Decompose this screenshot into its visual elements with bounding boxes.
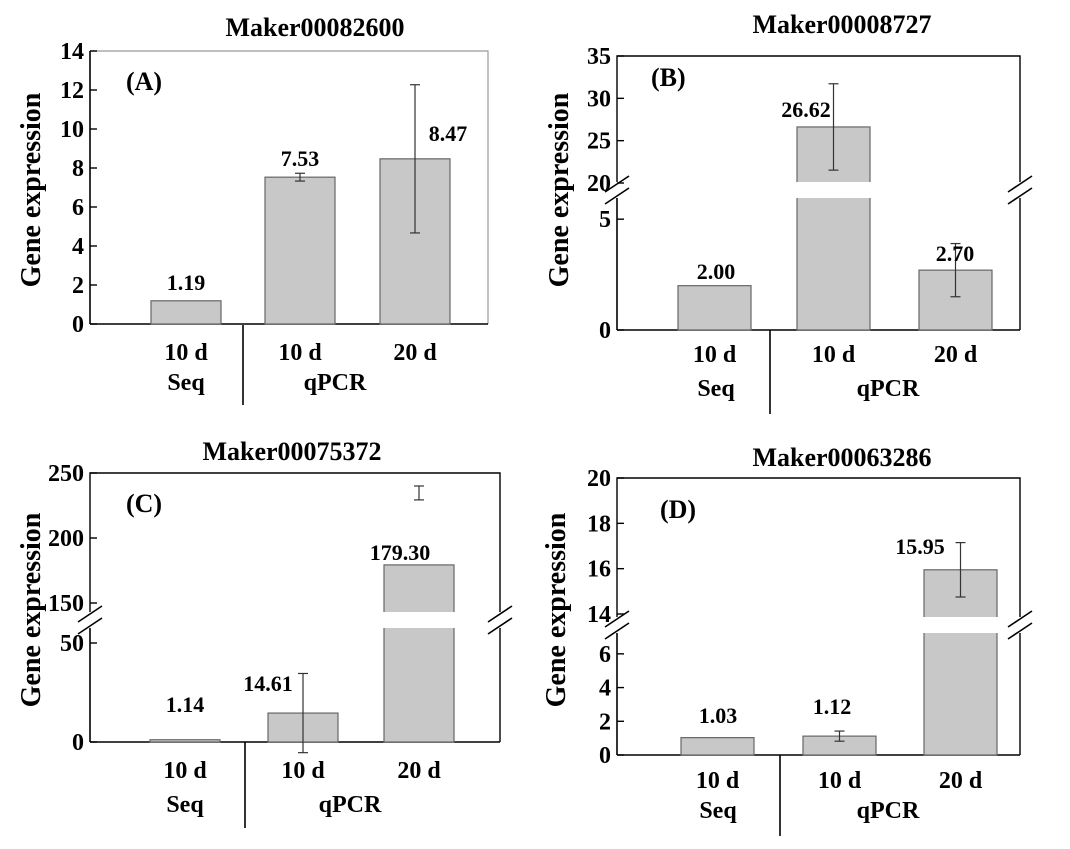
- y-tick-label: 0: [599, 743, 611, 769]
- y-tick-label: 0: [72, 730, 84, 756]
- plot-frame: [90, 50, 489, 324]
- y-tick-label: 35: [587, 44, 611, 70]
- y-tick-label: 4: [72, 234, 84, 260]
- group-label-qpcr: qPCR: [857, 376, 920, 402]
- bar: [680, 737, 755, 756]
- x-category-label: 10 d: [693, 342, 737, 368]
- axis-break-mark-right: [1007, 610, 1033, 628]
- bar-value-label: 1.19: [167, 270, 206, 295]
- y-tick-label: 30: [587, 86, 611, 112]
- y-tick-label: 10: [60, 117, 84, 143]
- bar: [677, 285, 752, 331]
- y-tick-label: 25: [587, 129, 611, 155]
- bar-break-band: [796, 182, 871, 198]
- bar-value-label: 8.47: [429, 121, 468, 146]
- bar: [264, 176, 336, 325]
- axis-break-mark-right: [1007, 622, 1033, 640]
- panel-label: (A): [126, 67, 162, 96]
- axis-break-mark-right: [1007, 175, 1033, 193]
- x-category-label: 10 d: [818, 768, 862, 794]
- group-label-qpcr: qPCR: [304, 370, 367, 396]
- axis-break-mark-left: [604, 175, 630, 193]
- bar: [149, 739, 221, 743]
- x-category-label: 10 d: [278, 340, 322, 366]
- y-tick-label: 20: [587, 171, 611, 197]
- panel-label: (D): [660, 495, 696, 524]
- y-axis-label: Gene expression: [16, 512, 47, 707]
- y-tick-label: 6: [599, 642, 611, 668]
- x-category-label: 20 d: [934, 342, 978, 368]
- panel-label: (B): [651, 63, 686, 92]
- chart-title: Maker00008727: [752, 10, 931, 39]
- bar: [923, 569, 998, 756]
- y-tick-label: 0: [72, 312, 84, 338]
- bar: [383, 564, 455, 743]
- axis-break-mark-right: [487, 617, 513, 635]
- x-category-label: 10 d: [696, 768, 740, 794]
- bar: [150, 300, 222, 325]
- x-category-label: 10 d: [281, 758, 325, 784]
- y-tick-label: 5: [599, 207, 611, 233]
- axis-break-mark-left: [77, 617, 103, 635]
- bar-value-label: 1.14: [166, 692, 205, 717]
- y-tick-label: 0: [599, 318, 611, 344]
- bar-value-label: 7.53: [281, 146, 320, 171]
- y-tick-label: 200: [48, 526, 84, 552]
- bar-value-label: 26.62: [781, 97, 831, 122]
- panel-label: (C): [126, 489, 162, 518]
- bar-value-label: 2.70: [936, 241, 975, 266]
- bar-break-band: [383, 612, 455, 628]
- y-tick-label: 20: [587, 466, 611, 492]
- group-label-seq: Seq: [167, 370, 205, 396]
- x-category-label: 20 d: [939, 768, 983, 794]
- axis-break-mark-left: [604, 187, 630, 205]
- bar-value-label: 179.30: [370, 540, 431, 565]
- y-axis-label: Gene expression: [541, 512, 572, 707]
- plot-frame-upper: [616, 55, 1021, 182]
- y-tick-label: 4: [599, 676, 611, 702]
- x-category-label: 20 d: [397, 758, 441, 784]
- axis-break-mark-left: [604, 622, 630, 640]
- group-label-seq: Seq: [166, 792, 204, 818]
- y-tick-label: 250: [48, 461, 84, 487]
- y-axis-label: Gene expression: [544, 92, 575, 287]
- bar-value-label: 14.61: [243, 671, 293, 696]
- axis-break-mark-right: [487, 605, 513, 623]
- y-tick-label: 2: [72, 273, 84, 299]
- x-category-label: 10 d: [164, 340, 208, 366]
- x-category-label: 10 d: [812, 342, 856, 368]
- x-category-label: 10 d: [163, 758, 207, 784]
- y-tick-label: 6: [72, 195, 84, 221]
- group-label-seq: Seq: [699, 798, 737, 824]
- bar-value-label: 1.12: [813, 694, 852, 719]
- axis-break-mark-left: [77, 605, 103, 623]
- group-label-seq: Seq: [697, 376, 735, 402]
- bar-break-band: [923, 617, 998, 633]
- y-tick-label: 18: [587, 511, 611, 537]
- y-tick-label: 12: [60, 78, 84, 104]
- bar-value-label: 1.03: [699, 703, 738, 728]
- y-tick-label: 8: [72, 156, 84, 182]
- y-tick-label: 14: [587, 602, 611, 628]
- chart-title: Maker00082600: [225, 13, 404, 42]
- x-category-label: 20 d: [393, 340, 437, 366]
- plot-frame-upper: [616, 477, 1021, 617]
- bar-value-label: 2.00: [697, 259, 736, 284]
- plot-frame-upper: [89, 472, 501, 612]
- axis-break-mark-right: [1007, 187, 1033, 205]
- axis-break-mark-left: [604, 610, 630, 628]
- y-tick-label: 150: [48, 591, 84, 617]
- y-tick-label: 16: [587, 557, 611, 583]
- chart-title: Maker00075372: [202, 437, 381, 466]
- bar-value-label: 15.95: [895, 534, 945, 559]
- group-label-qpcr: qPCR: [319, 792, 382, 818]
- y-tick-label: 50: [60, 631, 84, 657]
- y-tick-label: 14: [60, 39, 84, 65]
- chart-title: Maker00063286: [752, 443, 931, 472]
- y-axis-label: Gene expression: [16, 92, 47, 287]
- y-tick-label: 2: [599, 709, 611, 735]
- group-label-qpcr: qPCR: [857, 798, 920, 824]
